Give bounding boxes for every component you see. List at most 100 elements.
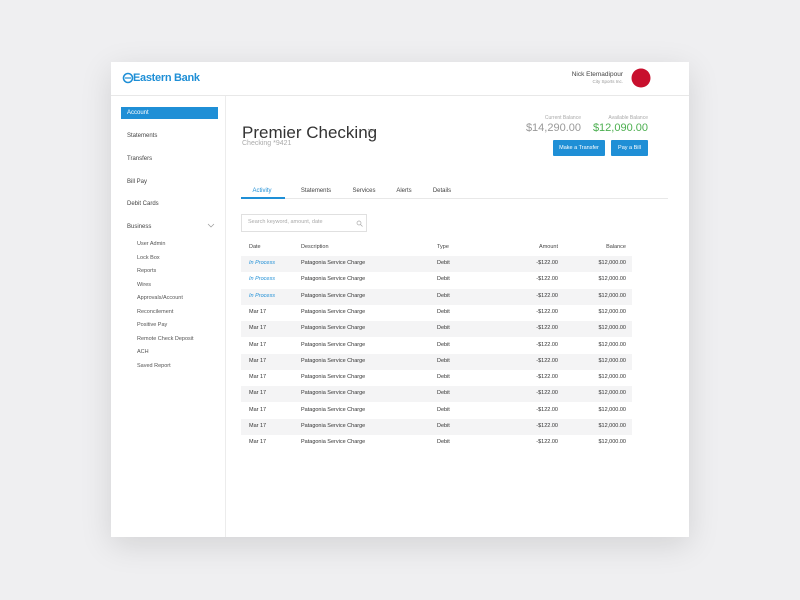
table-row[interactable] — [241, 256, 632, 272]
row-cell: -$122.00 — [536, 308, 558, 315]
tab-divider — [241, 198, 668, 199]
row-date: Mar 17 — [249, 308, 267, 315]
current-balance-label: Current Balance — [544, 115, 581, 121]
row-cell: Patagonia Service Charge — [301, 260, 366, 266]
row-cell: Patagonia Service Charge — [301, 292, 366, 299]
row-cell: $12,000.00 — [598, 260, 626, 266]
row-cell: Debit — [437, 439, 450, 446]
business-chevron[interactable] — [207, 223, 215, 229]
sidebar-divider — [225, 96, 226, 537]
row-cell: Debit — [437, 406, 450, 413]
row-cell: Debit — [437, 374, 450, 381]
row-date: Mar 17 — [249, 357, 267, 364]
sidebar-item[interactable]: Bill Pay — [127, 179, 148, 185]
tab[interactable]: Alerts — [396, 188, 412, 194]
logo-text: Eastern Bank — [133, 72, 200, 84]
row-cell: -$122.00 — [536, 439, 558, 446]
sidebar-sub-item[interactable]: User Admin — [137, 241, 166, 247]
table-row[interactable] — [241, 370, 632, 387]
sidebar-item-active[interactable]: Account — [121, 107, 218, 119]
sidebar-sub-item[interactable]: Wires — [137, 281, 152, 288]
row-date: Mar 17 — [249, 374, 267, 381]
column-header: Type — [437, 244, 449, 250]
table-row[interactable] — [241, 353, 632, 370]
sidebar-sub-item[interactable]: Reconcilement — [137, 308, 174, 315]
sidebar-item[interactable]: Debit Cards — [127, 201, 159, 207]
sidebar-sub-item[interactable]: Approvals/Account — [137, 295, 183, 301]
row-date: In Process — [249, 276, 275, 283]
sidebar-sub-item[interactable]: Reports — [137, 268, 157, 274]
row-date: Mar 17 — [249, 341, 267, 348]
row-cell: Patagonia Service Charge — [301, 423, 366, 429]
table-row[interactable] — [241, 337, 632, 354]
row-cell: $12,000.00 — [598, 357, 626, 364]
account-dropdown[interactable] — [367, 128, 375, 134]
logo-icon — [122, 72, 134, 84]
search-icon — [356, 220, 363, 227]
table-row[interactable] — [241, 321, 632, 338]
row-date: Mar 17 — [249, 439, 267, 446]
row-cell: $12,000.00 — [598, 308, 626, 315]
row-cell: -$122.00 — [536, 292, 558, 299]
table-row[interactable] — [241, 419, 632, 435]
tab[interactable]: Details — [432, 188, 452, 194]
row-cell: $12,000.00 — [598, 374, 626, 381]
table-row[interactable] — [241, 304, 632, 321]
tab-underline — [241, 197, 285, 199]
row-cell: -$122.00 — [536, 276, 558, 283]
row-cell: Debit — [437, 260, 450, 266]
sidebar-sub-item[interactable]: Positive Pay — [137, 322, 168, 328]
row-cell: -$122.00 — [536, 357, 558, 364]
account-number: Checking *9421 — [242, 140, 292, 147]
current-balance: $14,290.00 — [525, 122, 581, 134]
tab-active[interactable]: Activity — [252, 188, 272, 194]
row-date: In Process — [249, 292, 275, 299]
table-row[interactable] — [241, 435, 632, 452]
row-cell: Debit — [437, 423, 450, 429]
row-cell: $12,000.00 — [598, 276, 626, 283]
row-cell: Patagonia Service Charge — [301, 439, 366, 446]
action-button[interactable]: Pay a Bill — [611, 140, 648, 156]
row-date: Mar 17 — [249, 325, 267, 332]
row-date: Mar 17 — [249, 423, 267, 429]
row-cell: $12,000.00 — [598, 423, 626, 429]
table-row[interactable] — [241, 288, 632, 305]
row-cell: -$122.00 — [536, 260, 558, 266]
sidebar-item[interactable]: Statements — [127, 133, 158, 139]
sidebar-item[interactable]: Business — [127, 224, 152, 230]
sidebar-sub-item[interactable]: Lock Box — [137, 254, 160, 261]
sidebar-sub-item[interactable]: ACH — [137, 349, 149, 355]
row-cell: Patagonia Service Charge — [301, 325, 366, 332]
row-cell: Debit — [437, 276, 450, 283]
row-cell: -$122.00 — [536, 406, 558, 413]
sidebar-sub-item[interactable]: Saved Report — [137, 362, 171, 369]
company-name: City Sports Inc. — [592, 79, 623, 84]
row-cell: Patagonia Service Charge — [301, 390, 366, 397]
tab[interactable]: Statements — [300, 188, 332, 194]
sidebar-item[interactable]: Transfers — [127, 156, 153, 162]
row-cell: $12,000.00 — [598, 439, 626, 446]
row-cell: Patagonia Service Charge — [301, 341, 366, 348]
row-cell: -$122.00 — [536, 325, 558, 332]
table-row[interactable] — [241, 272, 632, 289]
account-title: Premier Checking — [242, 123, 378, 142]
avatar[interactable] — [631, 68, 651, 88]
row-cell: Debit — [437, 308, 450, 315]
sidebar-sub-item[interactable]: Remote Check Deposit — [137, 335, 194, 342]
row-cell: Debit — [437, 357, 450, 364]
row-cell: Patagonia Service Charge — [301, 276, 366, 283]
column-header: Date — [249, 244, 261, 250]
action-button[interactable]: Make a Transfer — [553, 140, 605, 156]
app-window: Eastern Bank Nick Etemadipour City Sport… — [111, 62, 689, 537]
row-cell: Patagonia Service Charge — [301, 374, 366, 381]
table-row[interactable] — [241, 402, 632, 419]
row-cell: $12,000.00 — [598, 406, 626, 413]
search-box[interactable]: Search keyword, amount, date — [241, 214, 367, 232]
row-cell: -$122.00 — [536, 341, 558, 348]
column-header: Balance — [606, 244, 626, 250]
row-cell: Patagonia Service Charge — [301, 406, 366, 413]
tab[interactable]: Services — [352, 188, 376, 194]
table-row[interactable] — [241, 386, 632, 403]
row-cell: -$122.00 — [536, 390, 558, 397]
